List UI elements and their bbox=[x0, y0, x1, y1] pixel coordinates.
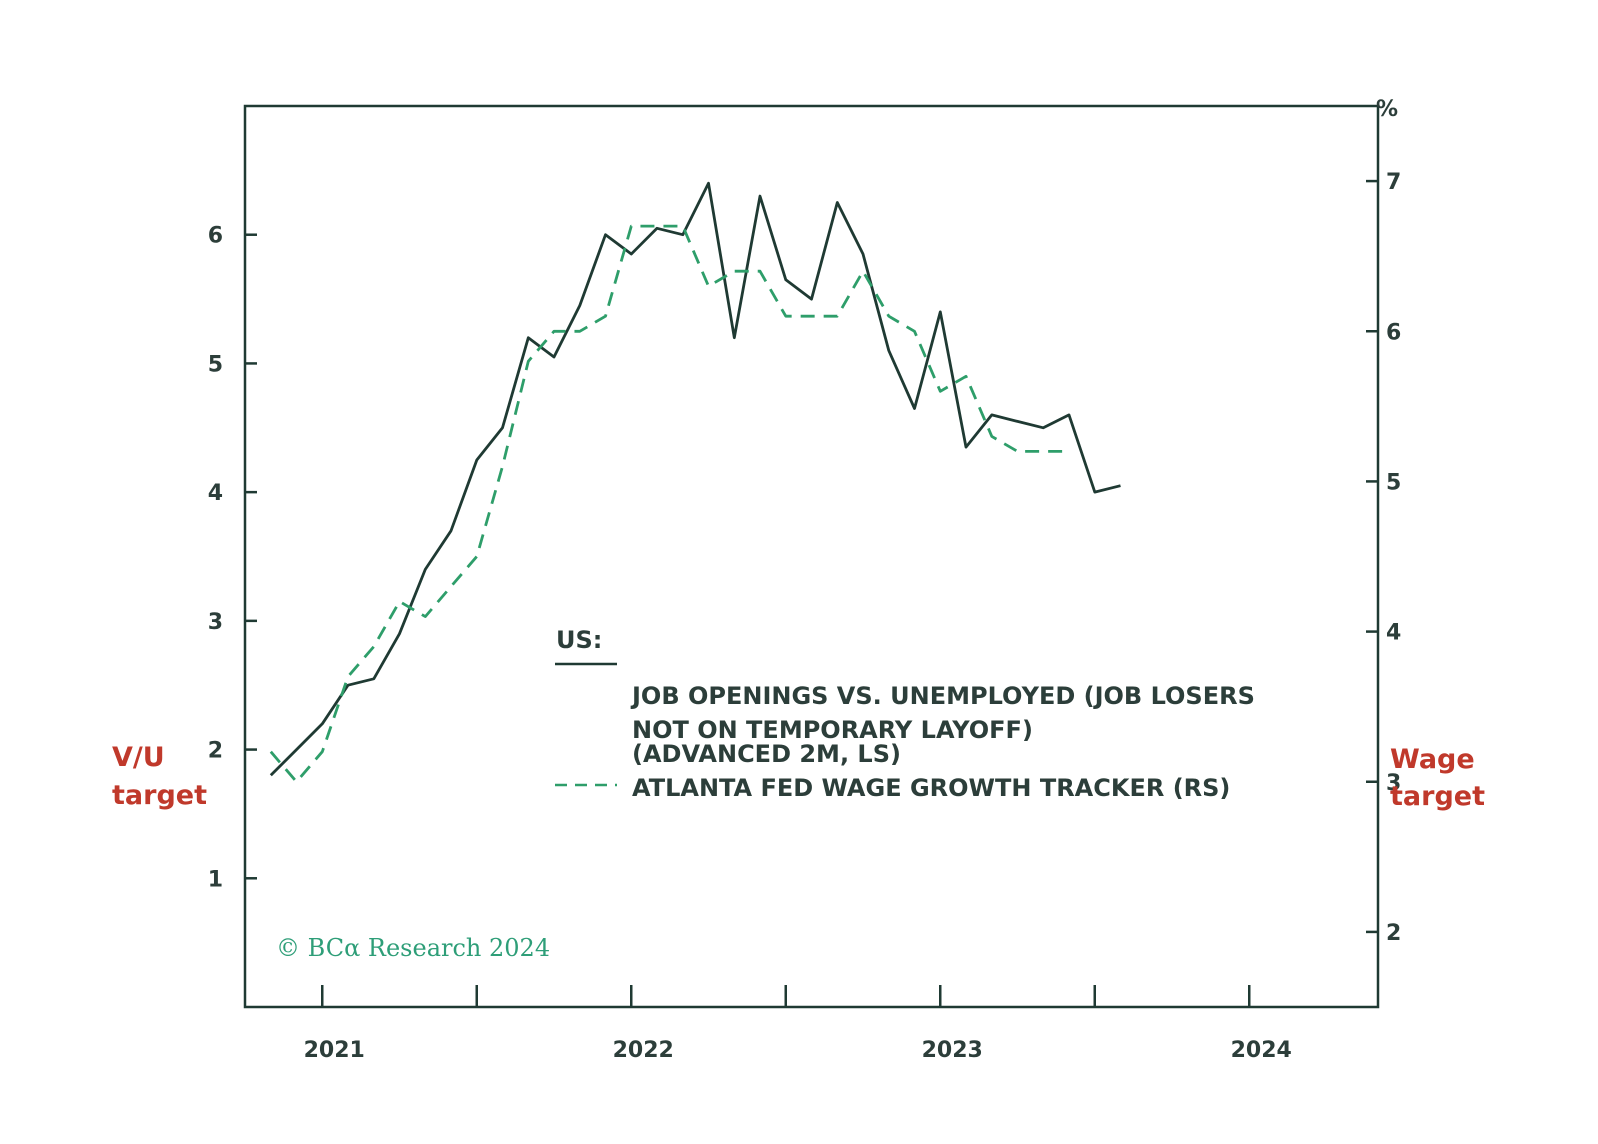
legend-series1-line2: NOT ON TEMPORARY LAYOFF) bbox=[632, 716, 1033, 744]
copyright-label: © BCα Research 2024 bbox=[276, 934, 550, 962]
right-target-label-line1: Wage bbox=[1390, 744, 1475, 775]
left-tick-label: 2 bbox=[208, 739, 223, 764]
series-group bbox=[269, 181, 1121, 784]
plot-frame bbox=[243, 104, 1380, 1009]
legend-series1-line3: (ADVANCED 2M, LS) bbox=[632, 740, 901, 768]
left-tick-label: 4 bbox=[208, 481, 223, 506]
x-tick-label: 2023 bbox=[922, 1038, 983, 1063]
left-tick-label: 3 bbox=[208, 610, 223, 635]
left-tick-label: 5 bbox=[208, 352, 223, 377]
right-tick-label: 3 bbox=[1386, 771, 1401, 796]
left-target-label-line2: target bbox=[112, 780, 207, 811]
series-line-1 bbox=[269, 181, 1121, 777]
axes bbox=[243, 104, 1380, 1009]
x-tick-label: 2022 bbox=[613, 1038, 674, 1063]
right-tick-label: 2 bbox=[1386, 921, 1401, 946]
x-tick-label: 2021 bbox=[304, 1038, 365, 1063]
legend-title: US: bbox=[556, 626, 602, 654]
left-axis-ticks: 1 2 3 4 5 6 bbox=[208, 224, 257, 892]
right-tick-label: 6 bbox=[1386, 320, 1401, 345]
legend-series2-line1: ATLANTA FED WAGE GROWTH TRACKER (RS) bbox=[632, 774, 1230, 802]
right-axis-unit: % bbox=[1376, 97, 1398, 122]
right-axis-ticks: 2 3 4 5 6 7 bbox=[1366, 170, 1401, 946]
legend-series1-line1: JOB OPENINGS VS. UNEMPLOYED (JOB LOSERS bbox=[630, 682, 1255, 710]
left-tick-label: 6 bbox=[208, 224, 223, 249]
legend: US: JOB OPENINGS VS. UNEMPLOYED (JOB LOS… bbox=[555, 626, 1255, 802]
right-tick-label: 5 bbox=[1386, 470, 1401, 495]
series-line-2 bbox=[269, 224, 1069, 784]
x-tick-label: 2024 bbox=[1231, 1038, 1292, 1063]
x-axis-ticks: 2021 2022 2023 2024 bbox=[304, 985, 1292, 1063]
left-target-label-line1: V/U bbox=[112, 742, 165, 773]
right-tick-label: 7 bbox=[1386, 170, 1401, 195]
right-tick-label: 4 bbox=[1386, 621, 1401, 646]
right-target-label-line2: target bbox=[1390, 781, 1485, 812]
left-tick-label: 1 bbox=[208, 867, 223, 892]
